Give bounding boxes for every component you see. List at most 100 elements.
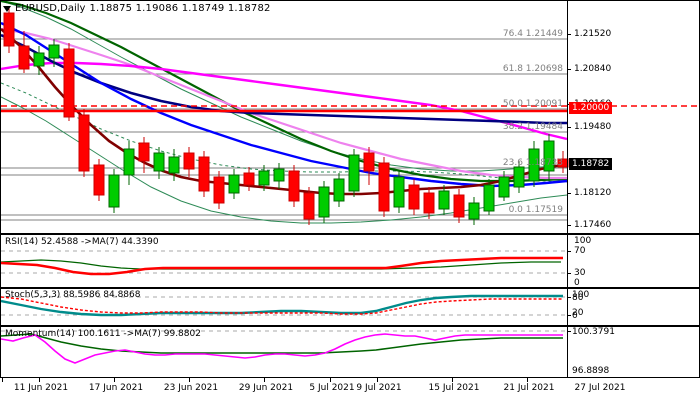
current-price-badge: 1.18782 [569, 158, 613, 170]
chevron-down-icon[interactable] [3, 5, 11, 12]
rsi-panel[interactable]: RSI(14) 52.4588 ->MA(7) 44.3390 100 70 3… [0, 234, 700, 288]
price-chart-panel[interactable]: 76.4 1.21449 61.8 1.20698 50.0 1.20091 3… [0, 0, 700, 234]
stoch-axis-separator [567, 289, 568, 325]
stoch-d-line [1, 296, 563, 315]
stoch-axis-80: 80 [572, 293, 584, 303]
date-label-8: 27 Jul 2021 [574, 383, 626, 393]
date-axis[interactable]: 11 Jun 2021 17 Jun 2021 23 Jun 2021 29 J… [0, 378, 700, 400]
candle [483, 179, 495, 215]
rsi-axis-30: 30 [574, 268, 586, 278]
price-tick [567, 193, 571, 194]
candle [48, 39, 60, 67]
candle [453, 189, 465, 223]
candle [123, 141, 135, 185]
stoch-tick-80 [567, 297, 571, 298]
date-label-6: 15 Jul 2021 [428, 383, 480, 393]
rsi-tick-70 [567, 251, 571, 252]
stoch-plot-area[interactable]: Stoch(5,3,3) 88.5986 84.8868 [1, 289, 699, 325]
price-label-118120: 1.18120 [574, 188, 612, 198]
envelope-upper-line [1, 1, 568, 172]
date-label-0: 11 Jun 2021 [13, 383, 69, 393]
momentum-axis-lower: 96.8898 [572, 366, 610, 376]
ma-darkgreen-line [1, 1, 568, 183]
fib-label-618: 61.8 1.20698 [502, 64, 563, 74]
date-label-2: 23 Jun 2021 [163, 383, 219, 393]
price-tick [567, 69, 571, 70]
candle [468, 197, 480, 225]
fib-label-382: 38.2 1.19484 [502, 122, 563, 132]
stoch-axis-100: 100 [572, 290, 590, 300]
candle [543, 134, 555, 181]
candle [168, 149, 180, 181]
momentum-tick-upper [567, 331, 571, 332]
rsi-tick-30 [567, 273, 571, 274]
candle [438, 185, 450, 215]
price-tick [567, 34, 571, 35]
candle [108, 169, 120, 213]
candle [423, 187, 435, 219]
ma-pink-line [1, 27, 567, 180]
date-tick [452, 378, 453, 382]
candlestick-series [3, 7, 569, 225]
price-label-117460: 1.17460 [574, 220, 612, 230]
candle [393, 171, 405, 213]
date-tick [114, 378, 115, 382]
rsi-axis-100: 100 [574, 236, 592, 246]
candle [33, 46, 45, 75]
date-tick [527, 378, 528, 382]
momentum-axis-separator [567, 327, 568, 377]
symbol-header[interactable]: EURUSD,Daily 1.18875 1.19086 1.18749 1.1… [3, 3, 271, 14]
price-svg [1, 1, 699, 225]
ma-magenta-line [1, 61, 568, 141]
date-tick [2, 378, 3, 382]
rsi-axis-0: 0 [574, 278, 580, 288]
date-label-7: 21 Jul 2021 [503, 383, 555, 393]
candle [498, 171, 510, 201]
date-label-5: 9 Jul 2021 [356, 383, 402, 393]
date-label-3: 29 Jun 2021 [238, 383, 294, 393]
candle [408, 179, 420, 215]
stoch-tick-20 [567, 315, 571, 316]
candle [198, 151, 210, 197]
date-tick [330, 378, 331, 382]
fib-label-500: 50.0 1.20091 [502, 99, 563, 109]
date-tick [189, 378, 190, 382]
date-tick [39, 378, 40, 382]
stoch-title: Stoch(5,3,3) 88.5986 84.8868 [5, 290, 141, 300]
price-plot-area[interactable]: 76.4 1.21449 61.8 1.20698 50.0 1.20091 3… [1, 1, 699, 233]
price-axis-separator [567, 1, 568, 233]
candle [258, 165, 270, 191]
candle [528, 141, 540, 187]
stochastic-panel[interactable]: Stoch(5,3,3) 88.5986 84.8868 100 80 20 0 [0, 288, 700, 326]
candle [63, 43, 75, 121]
date-label-4: 5 Jul 2021 [309, 383, 355, 393]
candle [213, 171, 225, 209]
rsi-plot-area[interactable]: RSI(14) 52.4588 ->MA(7) 44.3390 [1, 235, 699, 287]
candle [378, 157, 390, 217]
rsi-axis-70: 70 [574, 246, 586, 256]
candle [348, 149, 360, 197]
round-level-price-badge: 1.20000 [569, 102, 613, 114]
candle [513, 161, 525, 193]
fib-label-236: 23.6 1.18733 [502, 158, 563, 168]
candle [3, 7, 15, 53]
symbol-label: EURUSD,Daily [15, 3, 86, 14]
stoch-axis-0: 0 [572, 311, 578, 321]
rsi-axis-separator [567, 235, 568, 287]
date-label-1: 17 Jun 2021 [88, 383, 144, 393]
momentum-plot-area[interactable]: Momentum(14) 100.1611 ->MA(7) 99.8802 [1, 327, 699, 377]
candle [288, 165, 300, 207]
date-tick [377, 378, 378, 382]
momentum-panel[interactable]: Momentum(14) 100.1611 ->MA(7) 99.8802 10… [0, 326, 700, 378]
candle [557, 151, 569, 173]
candle [243, 167, 255, 191]
momentum-line [1, 333, 563, 364]
candle [153, 147, 165, 179]
momentum-title: Momentum(14) 100.1611 ->MA(7) 99.8802 [5, 329, 201, 339]
candle [18, 31, 30, 73]
momentum-ma-line [1, 333, 563, 354]
rsi-title: RSI(14) 52.4588 ->MA(7) 44.3390 [5, 237, 159, 247]
fib-label-000: 0.0 1.17519 [508, 205, 563, 215]
candle [138, 137, 150, 173]
